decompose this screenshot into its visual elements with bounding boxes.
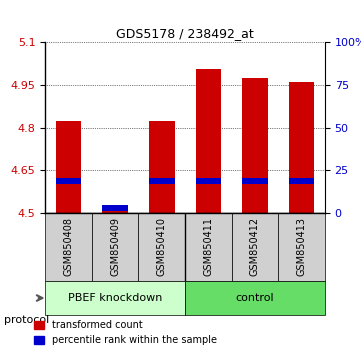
- FancyBboxPatch shape: [232, 213, 278, 281]
- Bar: [149, 121, 174, 213]
- FancyBboxPatch shape: [45, 213, 92, 281]
- Bar: [56, 178, 81, 184]
- Text: GSM850412: GSM850412: [250, 217, 260, 276]
- Bar: [242, 178, 268, 184]
- Text: GSM850409: GSM850409: [110, 217, 120, 276]
- Text: GSM850413: GSM850413: [297, 217, 306, 276]
- Bar: [242, 78, 268, 213]
- Text: GSM850410: GSM850410: [157, 217, 167, 276]
- Text: PBEF knockdown: PBEF knockdown: [68, 293, 162, 303]
- FancyBboxPatch shape: [45, 281, 185, 315]
- FancyBboxPatch shape: [185, 213, 232, 281]
- Text: GSM850408: GSM850408: [64, 217, 73, 276]
- Bar: [102, 206, 128, 213]
- Bar: [289, 82, 314, 213]
- Bar: [149, 178, 174, 184]
- FancyBboxPatch shape: [138, 213, 185, 281]
- Text: control: control: [236, 293, 274, 303]
- Bar: [102, 205, 128, 211]
- Legend: transformed count, percentile rank within the sample: transformed count, percentile rank withi…: [30, 316, 221, 349]
- FancyBboxPatch shape: [92, 213, 138, 281]
- Text: GSM850411: GSM850411: [203, 217, 213, 276]
- FancyBboxPatch shape: [278, 213, 325, 281]
- Bar: [289, 178, 314, 184]
- Text: protocol: protocol: [4, 315, 49, 325]
- Bar: [196, 69, 221, 213]
- Bar: [56, 121, 81, 213]
- Title: GDS5178 / 238492_at: GDS5178 / 238492_at: [116, 27, 254, 40]
- FancyBboxPatch shape: [185, 281, 325, 315]
- Bar: [196, 178, 221, 184]
